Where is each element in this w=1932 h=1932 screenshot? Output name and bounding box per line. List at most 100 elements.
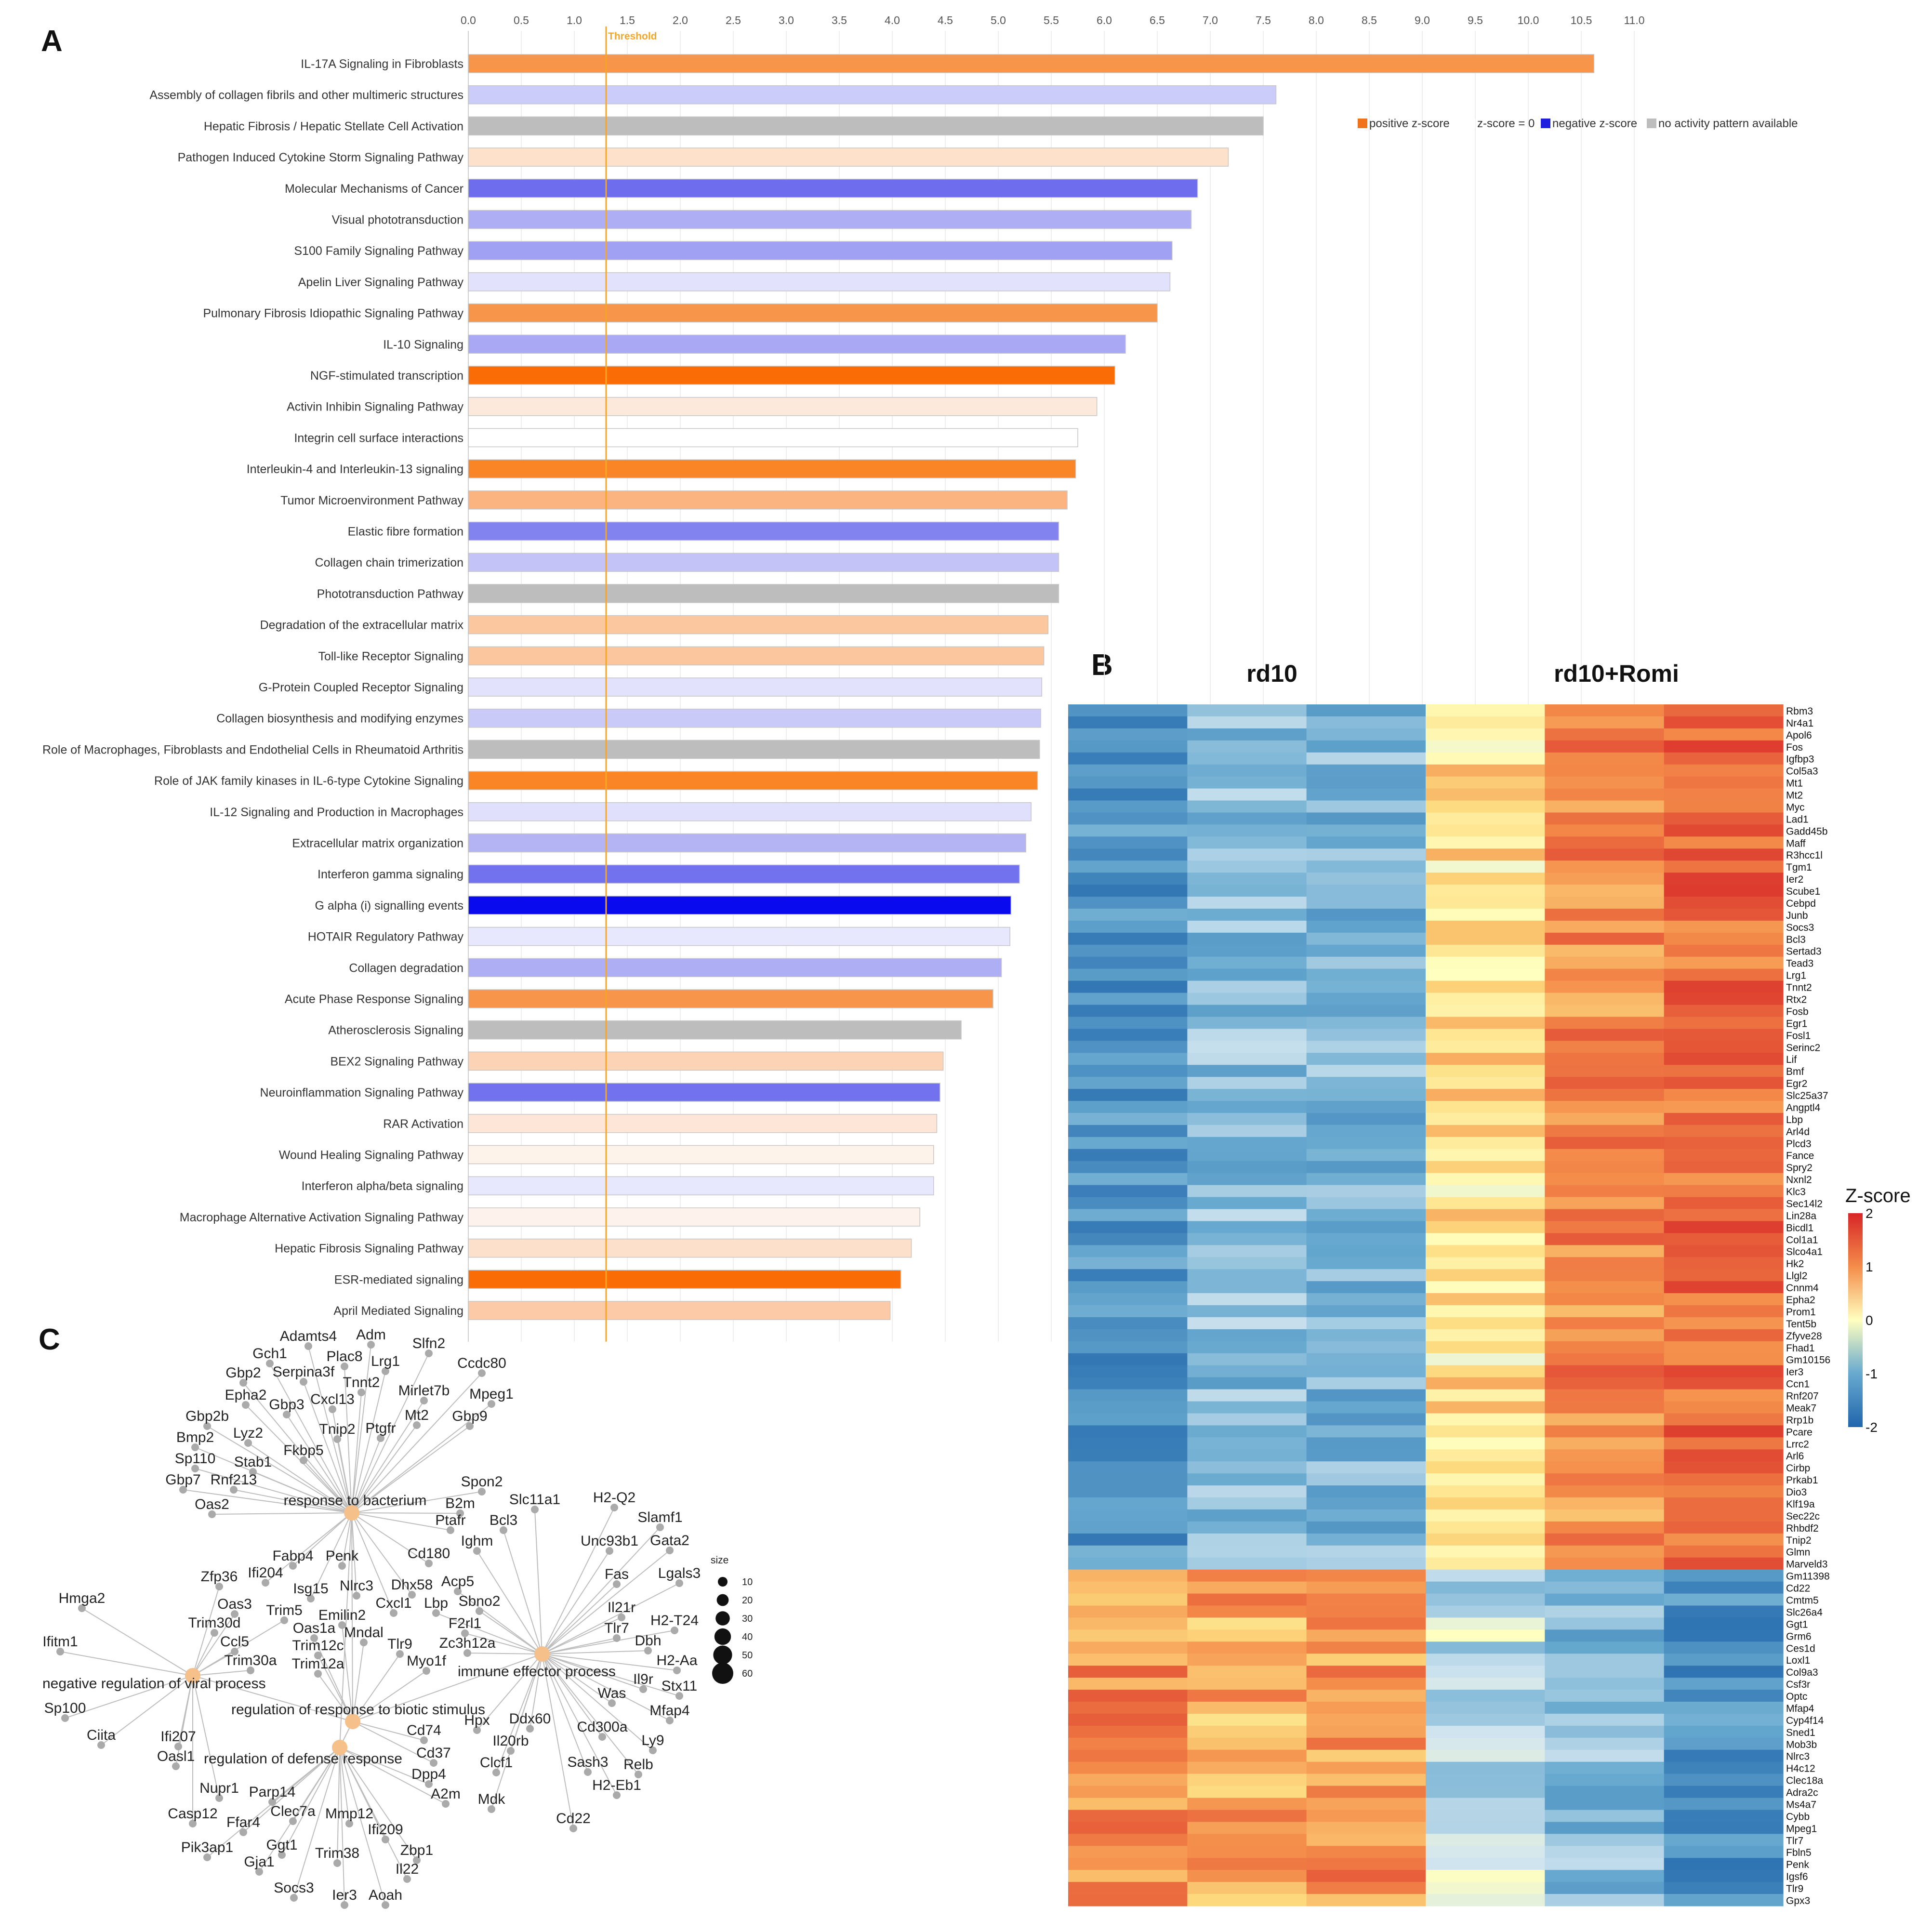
heatmap-cell bbox=[1187, 1725, 1307, 1738]
gene-node bbox=[338, 1621, 346, 1629]
heatmap-cell bbox=[1664, 1161, 1784, 1174]
colorbar bbox=[1848, 1213, 1863, 1427]
gene-label: Ifitm1 bbox=[42, 1634, 78, 1650]
bar bbox=[468, 1176, 934, 1195]
heatmap-cell bbox=[1068, 1678, 1188, 1690]
heatmap-cell bbox=[1426, 1569, 1545, 1582]
gene-label: Il22 bbox=[396, 1861, 419, 1877]
heatmap-cell bbox=[1426, 1341, 1545, 1354]
gene-node bbox=[230, 1486, 238, 1494]
gene-node bbox=[675, 1692, 683, 1700]
heatmap-cell bbox=[1426, 897, 1545, 909]
heatmap-cell bbox=[1068, 788, 1188, 801]
heatmap-cell bbox=[1545, 1846, 1665, 1858]
gene-label: Serpina3f bbox=[273, 1364, 335, 1380]
gene-label: Epha2 bbox=[225, 1387, 267, 1403]
x-tick-label: 8.5 bbox=[1362, 14, 1377, 26]
gene-label: Relb bbox=[623, 1757, 653, 1773]
gene-node bbox=[666, 1717, 674, 1724]
heatmap-cell bbox=[1426, 1065, 1545, 1077]
heatmap-cell bbox=[1664, 1702, 1784, 1714]
gene-row-label: Gadd45b bbox=[1786, 826, 1827, 837]
gene-label: Lgals3 bbox=[658, 1565, 701, 1581]
gene-node bbox=[231, 1610, 238, 1618]
heatmap-cell bbox=[1306, 1065, 1426, 1077]
heatmap-cell bbox=[1426, 716, 1545, 729]
heatmap-cell bbox=[1664, 1870, 1784, 1882]
gene-label: Dbh bbox=[635, 1633, 661, 1649]
heatmap-cell bbox=[1187, 932, 1307, 945]
gene-row-label: Plcd3 bbox=[1786, 1138, 1812, 1150]
heatmap-cell bbox=[1187, 1810, 1307, 1823]
heatmap-cell bbox=[1545, 1509, 1665, 1522]
gene-label: Gbp7 bbox=[165, 1472, 200, 1488]
heatmap-cell bbox=[1306, 1029, 1426, 1041]
heatmap-cell bbox=[1426, 1678, 1545, 1690]
network-edge bbox=[542, 1650, 648, 1654]
heatmap-cell bbox=[1426, 824, 1545, 837]
network-edge bbox=[542, 1654, 653, 1751]
heatmap-cell bbox=[1664, 1641, 1784, 1654]
heatmap-cell bbox=[1545, 788, 1665, 801]
heatmap-cell bbox=[1306, 716, 1426, 729]
x-tick-label: 0.0 bbox=[461, 14, 476, 26]
heatmap-cell bbox=[1664, 1605, 1784, 1618]
heatmap-cell bbox=[1664, 1773, 1784, 1786]
heatmap-cell bbox=[1545, 1702, 1665, 1714]
heatmap-cell bbox=[1306, 1017, 1426, 1029]
heatmap-cell bbox=[1664, 1725, 1784, 1738]
gene-row-label: Nxnl2 bbox=[1786, 1175, 1812, 1186]
gene-label: Isg15 bbox=[293, 1581, 328, 1597]
pathway-label: Degradation of the extracellular matrix bbox=[260, 619, 464, 632]
network-edge bbox=[101, 1675, 193, 1746]
gene-node bbox=[396, 1650, 404, 1658]
heatmap-cell bbox=[1545, 836, 1665, 849]
heatmap-cell bbox=[1306, 1882, 1426, 1894]
gene-node bbox=[231, 1648, 238, 1655]
heatmap-cell bbox=[1068, 728, 1188, 741]
heatmap-cell bbox=[1187, 1413, 1307, 1426]
heatmap-cell bbox=[1187, 1437, 1307, 1450]
gene-node bbox=[172, 1762, 180, 1770]
pathway-label: Integrin cell surface interactions bbox=[294, 431, 463, 445]
gene-row-label: Meak7 bbox=[1786, 1403, 1816, 1414]
x-tick-label: 4.0 bbox=[885, 14, 900, 26]
heatmap-cell bbox=[1664, 728, 1784, 741]
heatmap-cell bbox=[1545, 980, 1665, 993]
gene-row-label: Ccn1 bbox=[1786, 1379, 1810, 1390]
pathway-label: Collagen chain trimerization bbox=[315, 556, 463, 569]
heatmap-cell bbox=[1187, 944, 1307, 957]
bar bbox=[468, 366, 1115, 385]
heatmap-cell bbox=[1187, 1666, 1307, 1678]
heatmap-cell bbox=[1306, 1077, 1426, 1089]
heatmap-cell bbox=[1545, 1101, 1665, 1113]
gene-label: Oas2 bbox=[195, 1496, 229, 1512]
heatmap-cell bbox=[1187, 968, 1307, 981]
heatmap-cell bbox=[1068, 897, 1188, 909]
gene-row-label: Col5a3 bbox=[1786, 766, 1818, 777]
gene-label: H2-T24 bbox=[650, 1613, 699, 1628]
heatmap-cell bbox=[1068, 1269, 1188, 1282]
heatmap-cell bbox=[1187, 1065, 1307, 1077]
heatmap-cell bbox=[1545, 1521, 1665, 1534]
heatmap-cell bbox=[1187, 1197, 1307, 1210]
heatmap-cell bbox=[1664, 1437, 1784, 1450]
heatmap-cell bbox=[1068, 824, 1188, 837]
heatmap-cell bbox=[1664, 1894, 1784, 1906]
gene-node bbox=[179, 1486, 187, 1494]
gene-label: Was bbox=[598, 1685, 626, 1701]
heatmap-cell bbox=[1545, 1533, 1665, 1546]
gene-row-label: Glmn bbox=[1786, 1547, 1810, 1558]
heatmap-cell bbox=[1664, 1245, 1784, 1257]
heatmap-cell bbox=[1426, 1269, 1545, 1282]
network-edge bbox=[192, 1651, 235, 1676]
heatmap-cell bbox=[1545, 1654, 1665, 1666]
heatmap-cell bbox=[1545, 848, 1665, 861]
gene-node bbox=[610, 1504, 618, 1511]
gene-label: Trim5 bbox=[266, 1602, 303, 1618]
size-legend-value: 20 bbox=[742, 1595, 753, 1606]
network-edge bbox=[534, 1509, 543, 1654]
heatmap-cell bbox=[1545, 1761, 1665, 1774]
gene-row-label: H4c12 bbox=[1786, 1763, 1815, 1774]
heatmap-cell bbox=[1545, 1053, 1665, 1065]
